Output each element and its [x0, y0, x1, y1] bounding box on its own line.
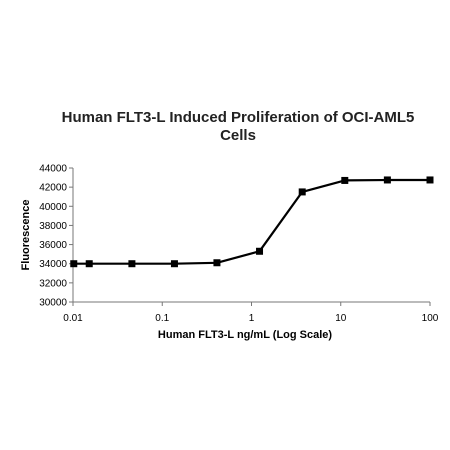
data-point: [256, 247, 264, 255]
y-tick-label: 30000: [39, 298, 67, 309]
x-ticks: 0.01 0.1 1 10 100: [63, 302, 439, 324]
y-tick-label: 40000: [39, 202, 67, 213]
y-tick-label: 44000: [39, 164, 67, 175]
data-point: [383, 176, 391, 184]
data-point: [170, 260, 178, 268]
data-series: [70, 176, 434, 268]
data-point: [70, 260, 78, 268]
data-point: [298, 188, 306, 196]
x-tick-label: 100: [422, 313, 439, 324]
data-point: [128, 260, 136, 268]
data-point: [426, 176, 434, 184]
x-tick-label: 1: [249, 313, 255, 324]
data-point: [213, 259, 221, 267]
chart-title-line-2: Cells: [220, 127, 256, 144]
y-tick-label: 34000: [39, 259, 67, 270]
y-tick-label: 42000: [39, 183, 67, 194]
y-tick-label: 38000: [39, 221, 67, 232]
data-point: [85, 260, 93, 268]
y-ticks: 30000 32000 34000 36000 38000 40000 42000 44000: [39, 164, 73, 309]
series-line: [73, 178, 430, 265]
x-tick-label: 0.1: [155, 313, 169, 324]
chart-title-line-1: Human FLT3-L Induced Proliferation of OC…: [62, 109, 415, 126]
y-axis-label: Fluorescence: [20, 200, 32, 271]
y-tick-label: 36000: [39, 240, 67, 251]
x-tick-label: 10: [335, 313, 347, 324]
plot-area: 30000 32000 34000 36000 38000 40000 42000 44000…: [39, 164, 439, 325]
data-point: [341, 176, 349, 184]
x-tick-label: 0.01: [63, 313, 83, 324]
x-axis-label: Human FLT3-L ng/mL (Log Scale): [158, 329, 333, 341]
y-tick-label: 32000: [39, 278, 67, 289]
